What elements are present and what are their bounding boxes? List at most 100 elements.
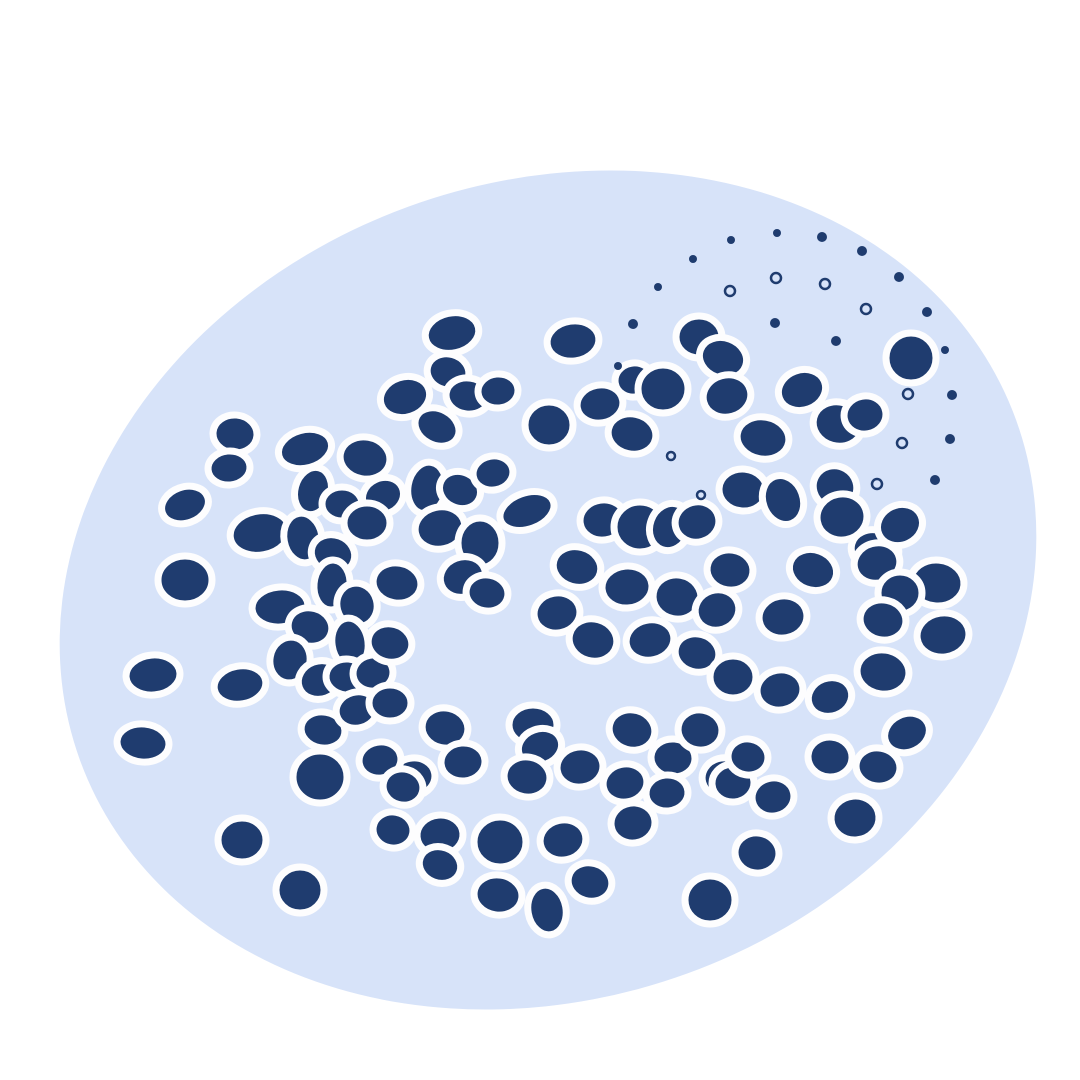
cell	[369, 559, 425, 607]
ring-dot	[723, 284, 737, 298]
cell	[379, 765, 427, 809]
cell	[691, 586, 743, 634]
cell	[634, 361, 692, 417]
cell	[882, 329, 940, 387]
cell	[364, 620, 416, 666]
cell	[340, 499, 394, 547]
small-dot	[894, 272, 904, 282]
cell	[411, 404, 463, 450]
small-dot	[689, 255, 697, 263]
cell	[376, 372, 434, 422]
cell	[210, 662, 270, 708]
small-dot	[947, 390, 957, 400]
cell	[874, 500, 926, 550]
cell	[496, 488, 558, 534]
cell	[605, 706, 659, 754]
cell	[565, 615, 621, 665]
cell	[469, 452, 517, 494]
cell	[272, 863, 328, 917]
cell	[530, 589, 584, 637]
cell	[804, 733, 856, 781]
cell	[474, 370, 522, 412]
cell	[674, 706, 726, 754]
cell	[852, 744, 904, 790]
cell	[724, 735, 772, 779]
cell	[204, 447, 254, 489]
ring-dot	[895, 436, 909, 450]
cell	[437, 739, 489, 785]
small-dot	[817, 232, 827, 242]
cell	[214, 814, 270, 866]
cell	[154, 552, 216, 608]
ring-dot	[769, 271, 783, 285]
small-dot	[945, 434, 955, 444]
cell	[703, 546, 757, 594]
small-dot	[831, 336, 841, 346]
cell	[774, 365, 830, 415]
ring-dot	[859, 302, 873, 316]
cell	[415, 843, 465, 887]
cell	[856, 596, 910, 644]
small-dot	[857, 246, 867, 256]
small-dot	[628, 319, 638, 329]
ring-dot	[695, 489, 707, 501]
cell	[543, 317, 603, 365]
cell	[549, 543, 605, 591]
cell	[289, 747, 351, 807]
small-dot	[614, 362, 622, 370]
cell	[113, 720, 173, 766]
cell	[733, 413, 793, 463]
cell	[706, 652, 760, 702]
cell	[436, 467, 484, 513]
small-dot	[727, 236, 735, 244]
cell	[336, 433, 394, 483]
cell	[881, 709, 933, 757]
cell	[365, 681, 415, 725]
cell	[524, 881, 570, 939]
cell	[827, 792, 883, 844]
cell	[731, 829, 783, 877]
cell	[462, 571, 512, 615]
cell	[607, 799, 659, 847]
cell	[671, 498, 723, 546]
cell	[598, 562, 656, 612]
cell	[840, 392, 890, 438]
small-dot	[941, 346, 949, 354]
cell	[804, 674, 856, 720]
small-dot	[922, 307, 932, 317]
small-dot	[930, 475, 940, 485]
cell	[536, 816, 590, 864]
cell	[913, 609, 973, 661]
cell	[573, 381, 627, 427]
ring-dot	[818, 277, 832, 291]
cell	[122, 651, 184, 699]
cell	[604, 410, 660, 458]
cell	[521, 398, 577, 452]
cell	[622, 616, 678, 664]
cell	[553, 743, 607, 791]
cell	[369, 808, 417, 852]
cell	[785, 545, 841, 595]
cell	[853, 646, 913, 698]
cell	[813, 490, 871, 544]
cell	[470, 813, 530, 871]
ring-dot	[665, 450, 677, 462]
cell	[758, 472, 808, 528]
ring-dot	[870, 477, 884, 491]
cell	[564, 859, 616, 905]
small-dot	[773, 229, 781, 237]
cell	[699, 371, 755, 421]
cell	[755, 592, 811, 642]
cell	[642, 771, 692, 815]
cell	[158, 482, 212, 528]
cell	[753, 666, 807, 714]
cell	[681, 872, 739, 928]
small-dot	[770, 318, 780, 328]
small-dot	[654, 283, 662, 291]
cell	[418, 704, 472, 752]
ring-dot	[901, 387, 915, 401]
cell	[748, 774, 798, 820]
cell	[500, 753, 554, 801]
